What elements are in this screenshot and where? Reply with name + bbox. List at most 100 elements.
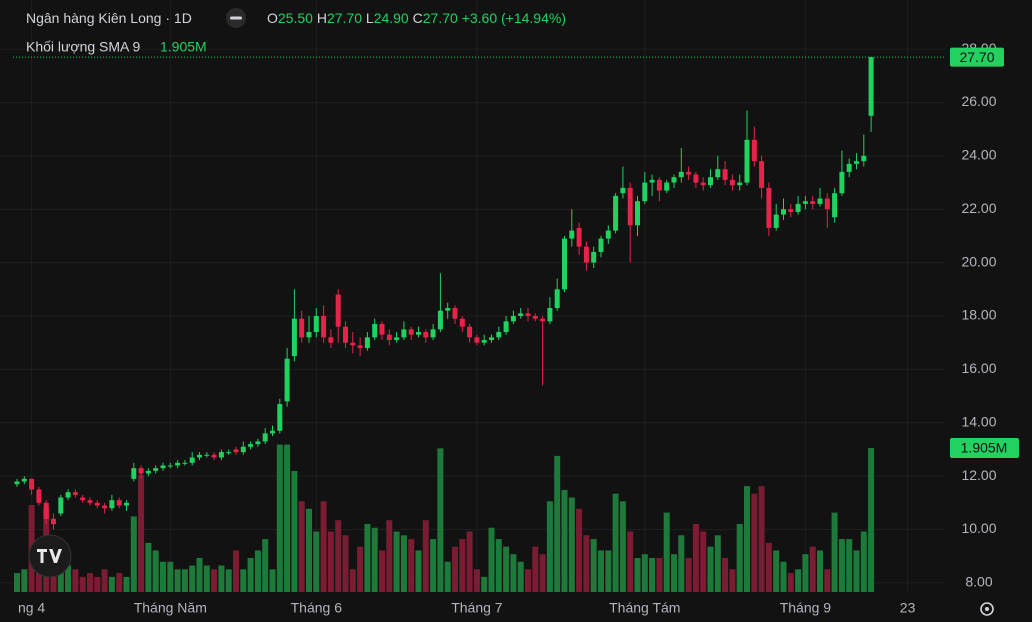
candle-body (313, 316, 319, 333)
volume-bar (65, 565, 72, 592)
volume-bar (247, 557, 254, 592)
volume-bar (503, 546, 510, 592)
gear (980, 602, 994, 616)
volume-bar (692, 523, 699, 592)
candle-body (277, 404, 283, 431)
candle-body (642, 182, 648, 202)
volume-bar (87, 573, 93, 592)
gear-center (985, 607, 989, 611)
volume-bar (189, 565, 196, 592)
volume-bar (525, 569, 531, 592)
x-tick-label: ng 4 (18, 600, 45, 616)
volume-bar (838, 539, 845, 592)
volume-bar (765, 542, 772, 592)
candle-body (715, 169, 721, 178)
volume-layer (14, 444, 875, 592)
candle-body (576, 227, 582, 247)
candle-body (87, 500, 93, 503)
candle-body (598, 238, 604, 252)
candle-body (153, 468, 159, 471)
x-tick-label: Tháng Năm (134, 600, 207, 616)
volume-bar (452, 546, 458, 592)
candle-body (21, 478, 27, 482)
axes-layer: 8.00 10.00 12.00 14.00 16.00 18.00 20.00 22.00 2… (13, 40, 1019, 616)
y-tick-label: 10.00 (961, 520, 996, 536)
ohlc-value: 27.70 (423, 10, 458, 26)
settings-button[interactable] (980, 602, 994, 616)
volume-bar (57, 561, 64, 592)
volume-bar (831, 512, 838, 592)
candle-body (678, 171, 684, 178)
volume-bar (152, 550, 159, 592)
volume-bar (284, 444, 291, 592)
x-tick-label: Tháng 9 (780, 600, 832, 616)
y-tick-label: 20.00 (961, 253, 996, 269)
volume-bar (196, 557, 203, 592)
volume-bar (576, 508, 583, 592)
volume-bar (495, 539, 502, 592)
volume-bar (379, 550, 385, 592)
candle-body (401, 329, 407, 338)
candle-body (737, 182, 743, 186)
volume-bar (211, 569, 218, 592)
candle-body (656, 179, 662, 191)
candle-body (605, 230, 611, 239)
volume-bar (408, 539, 415, 592)
volume-bar (802, 554, 809, 592)
candle-body (751, 139, 757, 162)
last-volume-box (950, 437, 1019, 458)
volume-bar (466, 531, 473, 592)
last-volume-label: 1.905M (961, 440, 1008, 456)
volume-bar (824, 569, 831, 592)
candle-body (218, 452, 224, 458)
candle-body (408, 329, 414, 335)
volume-bar (860, 531, 867, 592)
candle-body (671, 177, 677, 183)
volume-bar (101, 569, 108, 592)
volume-bar (14, 573, 20, 592)
candle-body (474, 337, 480, 343)
candle-body (372, 324, 378, 338)
candle-body (700, 182, 706, 186)
tv-logo[interactable] (28, 534, 72, 578)
volume-bar (722, 557, 729, 592)
volume-bar (561, 489, 568, 592)
volume-bar (598, 550, 604, 592)
candle-body (649, 179, 655, 183)
hide-icon (230, 16, 242, 20)
candle-body (810, 201, 816, 204)
candle-body (394, 337, 400, 341)
candle-body (540, 318, 546, 322)
candle-body (766, 187, 772, 228)
candle-body (532, 316, 538, 319)
volume-bar (94, 576, 101, 592)
volume-bar (795, 569, 802, 592)
candle-body (562, 238, 567, 290)
volume-bar (400, 535, 407, 592)
volume-bar (437, 448, 444, 592)
candle-body (29, 478, 35, 490)
volume-bar (809, 546, 816, 592)
volume-bar (568, 497, 575, 592)
volume-bar (123, 576, 130, 592)
candle-body (591, 251, 597, 263)
candle-body (503, 321, 509, 333)
candle-body (817, 198, 823, 204)
volume-bar (306, 508, 312, 592)
volume-bar (269, 569, 276, 592)
volume-bar (349, 569, 356, 592)
candle-body (832, 193, 838, 218)
candle-body (233, 449, 239, 453)
candle-body (379, 324, 385, 335)
y-tick-label: 16.00 (961, 360, 996, 376)
volume-bar (291, 471, 298, 592)
volume-bar (415, 550, 422, 592)
candle-body (255, 441, 261, 445)
y-tick-label: 8.00 (965, 574, 992, 590)
candle-body (240, 446, 246, 453)
volume-bar (773, 550, 780, 592)
y-tick-label: 14.00 (961, 413, 996, 429)
candle-body (635, 201, 640, 226)
volume-bar (422, 520, 429, 592)
